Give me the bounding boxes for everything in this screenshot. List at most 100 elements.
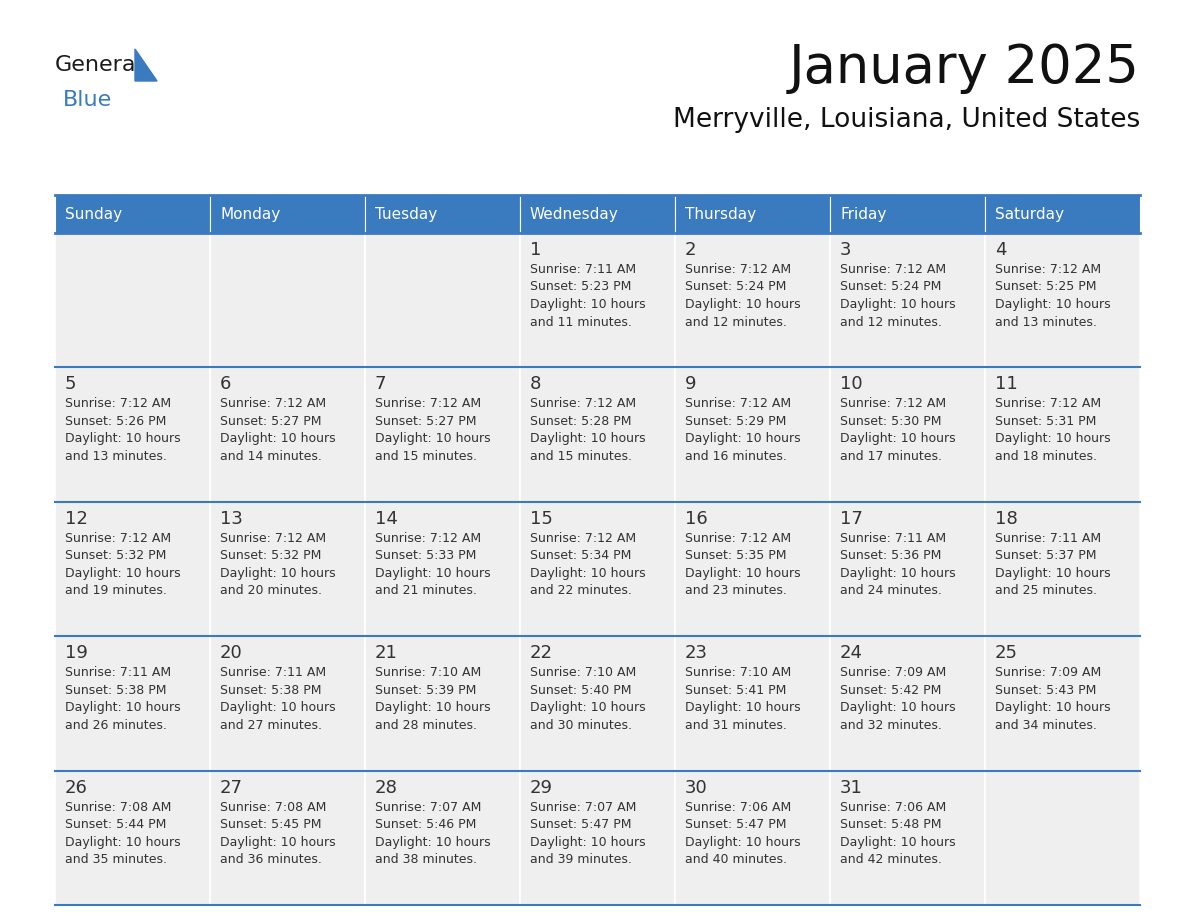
Text: Daylight: 10 hours: Daylight: 10 hours [685, 298, 801, 311]
Text: 7: 7 [375, 375, 386, 394]
Bar [55, 233, 210, 367]
Text: 1: 1 [530, 241, 542, 259]
Text: Daylight: 10 hours: Daylight: 10 hours [375, 701, 491, 714]
Text: Sunset: 5:24 PM: Sunset: 5:24 PM [840, 281, 941, 294]
Bar [675, 233, 830, 367]
Text: Sunset: 5:32 PM: Sunset: 5:32 PM [220, 549, 322, 563]
Bar [210, 367, 365, 502]
Bar [675, 367, 830, 502]
Text: 22: 22 [530, 644, 552, 662]
Text: 2: 2 [685, 241, 696, 259]
Text: Sunset: 5:45 PM: Sunset: 5:45 PM [220, 818, 322, 831]
Text: Sunrise: 7:12 AM: Sunrise: 7:12 AM [65, 532, 171, 544]
Text: Daylight: 10 hours: Daylight: 10 hours [840, 566, 955, 580]
Text: Sunset: 5:32 PM: Sunset: 5:32 PM [65, 549, 166, 563]
Text: Sunset: 5:23 PM: Sunset: 5:23 PM [530, 281, 631, 294]
Text: Friday: Friday [840, 207, 886, 221]
Bar [365, 636, 520, 770]
Text: Sunrise: 7:06 AM: Sunrise: 7:06 AM [685, 800, 791, 813]
Text: 17: 17 [840, 509, 862, 528]
Text: General: General [55, 55, 143, 75]
Text: Sunrise: 7:12 AM: Sunrise: 7:12 AM [840, 263, 946, 276]
Bar [520, 636, 675, 770]
Bar [55, 195, 210, 233]
Text: 20: 20 [220, 644, 242, 662]
Text: Daylight: 10 hours: Daylight: 10 hours [840, 298, 955, 311]
Text: Sunset: 5:24 PM: Sunset: 5:24 PM [685, 281, 786, 294]
Text: and 39 minutes.: and 39 minutes. [530, 853, 632, 866]
Bar [210, 770, 365, 905]
Text: Daylight: 10 hours: Daylight: 10 hours [65, 835, 181, 848]
Text: Sunset: 5:27 PM: Sunset: 5:27 PM [375, 415, 476, 428]
Text: 21: 21 [375, 644, 398, 662]
Text: Sunrise: 7:12 AM: Sunrise: 7:12 AM [220, 532, 327, 544]
Text: 6: 6 [220, 375, 232, 394]
Text: Sunrise: 7:10 AM: Sunrise: 7:10 AM [530, 666, 637, 679]
Bar [210, 233, 365, 367]
Text: Sunrise: 7:12 AM: Sunrise: 7:12 AM [685, 532, 791, 544]
Text: Sunset: 5:36 PM: Sunset: 5:36 PM [840, 549, 941, 563]
Text: Sunrise: 7:07 AM: Sunrise: 7:07 AM [375, 800, 481, 813]
Text: Sunset: 5:38 PM: Sunset: 5:38 PM [220, 684, 322, 697]
Text: and 18 minutes.: and 18 minutes. [996, 450, 1097, 463]
Text: Monday: Monday [220, 207, 280, 221]
Text: Sunrise: 7:12 AM: Sunrise: 7:12 AM [840, 397, 946, 410]
Text: 19: 19 [65, 644, 88, 662]
Bar [675, 502, 830, 636]
Text: Sunset: 5:31 PM: Sunset: 5:31 PM [996, 415, 1097, 428]
Text: Sunset: 5:34 PM: Sunset: 5:34 PM [530, 549, 631, 563]
Bar [830, 636, 985, 770]
Bar [520, 770, 675, 905]
Text: Sunset: 5:47 PM: Sunset: 5:47 PM [530, 818, 632, 831]
Text: and 13 minutes.: and 13 minutes. [65, 450, 166, 463]
Bar [675, 770, 830, 905]
Bar [365, 502, 520, 636]
Bar [365, 195, 520, 233]
Text: Daylight: 10 hours: Daylight: 10 hours [220, 432, 336, 445]
Text: Wednesday: Wednesday [530, 207, 619, 221]
Bar [675, 195, 830, 233]
Text: Sunset: 5:37 PM: Sunset: 5:37 PM [996, 549, 1097, 563]
Text: Sunrise: 7:07 AM: Sunrise: 7:07 AM [530, 800, 637, 813]
Text: Sunset: 5:43 PM: Sunset: 5:43 PM [996, 684, 1097, 697]
Text: Daylight: 10 hours: Daylight: 10 hours [685, 701, 801, 714]
Bar [675, 636, 830, 770]
Text: Sunrise: 7:11 AM: Sunrise: 7:11 AM [840, 532, 946, 544]
Text: and 12 minutes.: and 12 minutes. [840, 316, 942, 329]
Text: and 24 minutes.: and 24 minutes. [840, 584, 942, 598]
Text: and 16 minutes.: and 16 minutes. [685, 450, 786, 463]
Text: and 20 minutes.: and 20 minutes. [220, 584, 322, 598]
Text: 28: 28 [375, 778, 398, 797]
Bar [520, 502, 675, 636]
Text: Tuesday: Tuesday [375, 207, 437, 221]
Text: Sunset: 5:41 PM: Sunset: 5:41 PM [685, 684, 786, 697]
Text: Sunset: 5:42 PM: Sunset: 5:42 PM [840, 684, 941, 697]
Text: Sunset: 5:40 PM: Sunset: 5:40 PM [530, 684, 632, 697]
Text: 5: 5 [65, 375, 76, 394]
Text: and 34 minutes.: and 34 minutes. [996, 719, 1097, 732]
Text: Daylight: 10 hours: Daylight: 10 hours [530, 566, 645, 580]
Text: Blue: Blue [63, 90, 112, 110]
Text: Sunrise: 7:12 AM: Sunrise: 7:12 AM [220, 397, 327, 410]
Polygon shape [135, 49, 157, 81]
Text: and 11 minutes.: and 11 minutes. [530, 316, 632, 329]
Text: and 38 minutes.: and 38 minutes. [375, 853, 478, 866]
Bar [365, 770, 520, 905]
Bar [985, 636, 1140, 770]
Text: Sunrise: 7:12 AM: Sunrise: 7:12 AM [685, 263, 791, 276]
Text: Daylight: 10 hours: Daylight: 10 hours [65, 701, 181, 714]
Bar [520, 367, 675, 502]
Text: and 15 minutes.: and 15 minutes. [530, 450, 632, 463]
Bar [830, 367, 985, 502]
Text: Sunrise: 7:08 AM: Sunrise: 7:08 AM [220, 800, 327, 813]
Bar [520, 195, 675, 233]
Bar [55, 367, 210, 502]
Text: Daylight: 10 hours: Daylight: 10 hours [530, 298, 645, 311]
Text: and 35 minutes.: and 35 minutes. [65, 853, 168, 866]
Text: and 30 minutes.: and 30 minutes. [530, 719, 632, 732]
Bar [830, 233, 985, 367]
Text: 3: 3 [840, 241, 852, 259]
Bar [985, 502, 1140, 636]
Text: and 23 minutes.: and 23 minutes. [685, 584, 786, 598]
Text: and 14 minutes.: and 14 minutes. [220, 450, 322, 463]
